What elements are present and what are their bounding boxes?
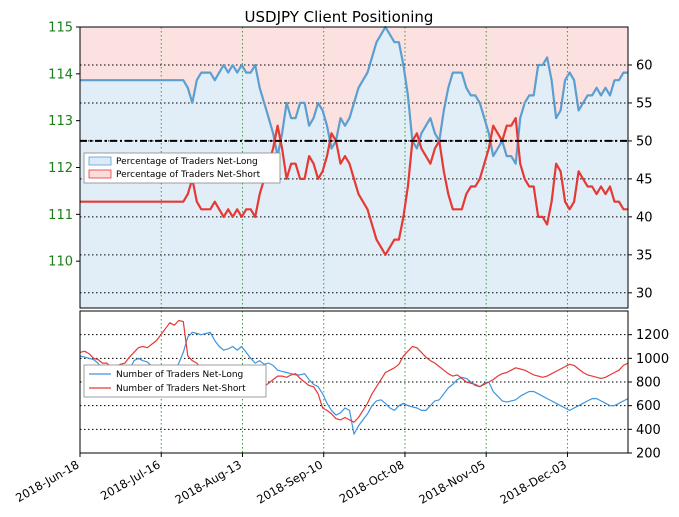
count-net-short-line (79, 319, 629, 423)
positioning-panel: 110 111 112 113 114 115 30 35 40 45 50 55 60 Percen… (48, 21, 653, 309)
legend-count-long-label: Number of Traders Net-Long (116, 370, 243, 380)
price-tick-label: 114 (48, 67, 73, 82)
net-long-pct-line (80, 25, 628, 165)
count-tick-label: 1000 (636, 352, 669, 367)
price-tick-label: 110 (48, 255, 73, 270)
count-tick-label: 600 (636, 399, 661, 414)
count-tick-label: 800 (636, 376, 661, 391)
net-short-pct-line (80, 117, 628, 256)
pct-tick-label: 30 (636, 286, 653, 301)
count-tick-label: 1200 (636, 328, 669, 343)
legend-net-long-label: Percentage of Traders Net-Long (116, 157, 258, 167)
price-tick-label: 113 (48, 114, 73, 129)
net-long-area (80, 27, 628, 308)
date-tick-label: 2018-Jul-16 (98, 457, 163, 502)
pct-tick-label: 55 (636, 96, 653, 111)
pct-tick-label: 45 (636, 172, 653, 187)
pct-tick-label: 60 (636, 58, 653, 73)
date-tick-label: 2018-Jun-18 (13, 457, 81, 505)
count-tick-label: 200 (636, 447, 661, 462)
legend-net-short-label: Percentage of Traders Net-Short (116, 170, 261, 180)
net-short-area (80, 27, 628, 164)
legend-net-short-swatch (88, 169, 112, 179)
pct-tick-label: 40 (636, 210, 653, 225)
legend-net-long-swatch (88, 156, 112, 166)
date-tick-label: 2018-Oct-08 (337, 457, 407, 505)
price-tick-label: 111 (48, 208, 73, 223)
chart-title: USDJPY Client Positioning (245, 8, 434, 26)
date-tick-label: 2018-Aug-13 (173, 457, 244, 506)
positioning-legend: Percentage of Traders Net-Long Percentag… (83, 152, 281, 184)
price-tick-label: 115 (48, 21, 73, 36)
date-tick-label: 2018-Nov-05 (416, 457, 487, 506)
pct-tick-label: 35 (636, 248, 653, 263)
count-tick-label: 400 (636, 423, 661, 438)
date-tick-label: 2018-Dec-03 (497, 457, 568, 506)
trader-count-legend: Number of Traders Net-Long Number of Tra… (83, 364, 267, 398)
trader-count-panel: 200 400 600 800 1000 1200 Number of Traders N… (79, 310, 669, 462)
price-tick-label: 112 (48, 161, 73, 176)
pct-tick-label: 50 (636, 134, 653, 149)
legend-count-short-label: Number of Traders Net-Short (116, 384, 246, 394)
date-tick-label: 2018-Sep-10 (254, 457, 325, 506)
